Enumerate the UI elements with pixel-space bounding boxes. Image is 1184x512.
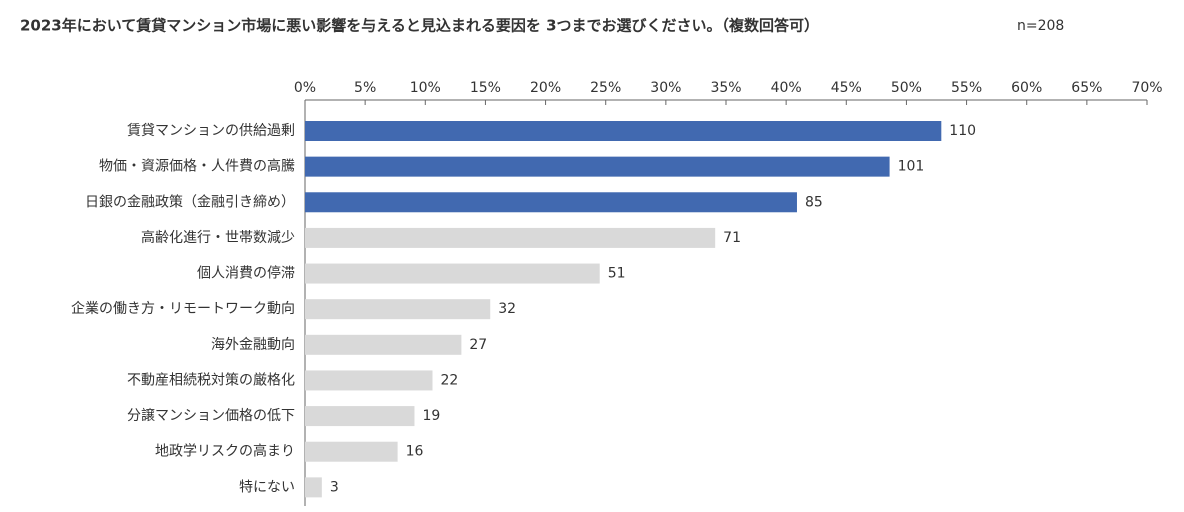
- data-label: 110: [949, 123, 976, 139]
- y-tick-label: 個人消費の停滞: [197, 265, 295, 282]
- bar: [305, 441, 398, 462]
- data-label: 16: [406, 444, 424, 460]
- x-tick-label: 65%: [1071, 80, 1102, 96]
- x-tick-label: 50%: [891, 80, 922, 96]
- x-tick-label: 55%: [951, 80, 982, 96]
- data-label: 27: [469, 337, 487, 353]
- data-label: 22: [441, 372, 459, 388]
- y-tick-label: 日銀の金融政策（金融引き締め）: [85, 193, 295, 210]
- data-label: 32: [498, 301, 516, 317]
- y-tick-label: 分譲マンション価格の低下: [127, 408, 295, 424]
- bar: [305, 227, 716, 248]
- bar: [305, 156, 890, 177]
- y-tick-label: 企業の働き方・リモートワーク動向: [71, 300, 295, 317]
- y-tick-label: 物価・資源価格・人件費の高騰: [99, 158, 295, 175]
- x-tick-label: 15%: [470, 80, 501, 96]
- bar: [305, 477, 322, 498]
- x-tick-label: 10%: [410, 80, 441, 96]
- data-label: 101: [898, 159, 925, 175]
- x-tick-label: 20%: [530, 80, 561, 96]
- x-tick-label: 30%: [650, 80, 681, 96]
- bar: [305, 370, 433, 391]
- y-tick-label: 不動産相続税対策の厳格化: [127, 371, 295, 388]
- y-tick-label: 高齢化進行・世帯数減少: [141, 229, 295, 246]
- bar: [305, 263, 600, 284]
- x-tick-label: 0%: [294, 80, 316, 96]
- y-tick-label: 海外金融動向: [211, 337, 295, 353]
- data-label: 3: [330, 479, 339, 495]
- x-tick-label: 60%: [1011, 80, 1042, 96]
- y-tick-label: 地政学リスクの高まり: [155, 443, 295, 460]
- bar: [305, 406, 415, 427]
- x-tick-label: 35%: [710, 80, 741, 96]
- y-tick-label: 特にない: [239, 479, 295, 495]
- y-tick-label: 賃貸マンションの供給過剰: [127, 123, 295, 139]
- x-tick-label: 5%: [354, 80, 376, 96]
- x-tick-label: 25%: [590, 80, 621, 96]
- data-label: 71: [723, 230, 741, 246]
- x-tick-label: 70%: [1131, 80, 1162, 96]
- x-tick-label: 40%: [771, 80, 802, 96]
- data-label: 85: [805, 194, 823, 210]
- bar: [305, 121, 942, 141]
- bar: [305, 334, 462, 355]
- chart-title: 2023年において賃貸マンション市場に悪い影響を与えると見込まれる要因を 3つま…: [20, 17, 819, 35]
- bar: [305, 299, 491, 320]
- bar: [305, 192, 797, 213]
- data-label: 51: [608, 266, 626, 282]
- x-tick-label: 45%: [831, 80, 862, 96]
- data-label: 19: [422, 408, 440, 424]
- chart-subtitle: n=208: [1017, 18, 1064, 34]
